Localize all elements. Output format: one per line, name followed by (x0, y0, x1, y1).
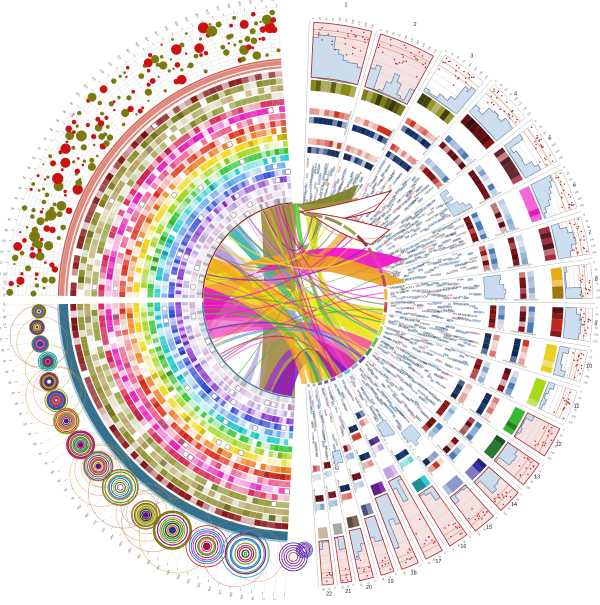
svg-text:-60%: -60% (518, 299, 525, 302)
svg-text:21: 21 (345, 589, 351, 595)
svg-text:LTSMS: LTSMS (453, 285, 462, 290)
svg-text:RAS: RAS (464, 296, 470, 300)
svg-text:11: 11 (574, 404, 580, 410)
svg-text:-20%: -20% (313, 505, 316, 512)
svg-text:ML1: ML1 (304, 183, 308, 189)
svg-text:-80%: -80% (513, 299, 520, 302)
svg-text:16: 16 (460, 544, 466, 550)
svg-text:100: 100 (596, 288, 600, 292)
svg-text:MYNTKN: MYNTKN (474, 310, 485, 315)
svg-text:10: 10 (586, 364, 592, 370)
svg-text:4: 4 (514, 92, 517, 98)
svg-text:3VHL3: 3VHL3 (474, 292, 483, 296)
svg-text:15: 15 (3, 273, 7, 277)
svg-text:-25: -25 (499, 299, 503, 302)
svg-text:11C: 11C (448, 293, 453, 297)
svg-text:3: 3 (470, 54, 473, 60)
svg-text:13: 13 (534, 475, 540, 481)
svg-text:5: 5 (548, 135, 551, 141)
svg-text:-80%: -80% (312, 488, 315, 495)
svg-text:17: 17 (435, 559, 441, 565)
svg-text:15: 15 (0, 260, 3, 264)
svg-text:10: 10 (3, 280, 7, 284)
svg-text:1FGFH1: 1FGFH1 (432, 301, 443, 305)
svg-text:15: 15 (3, 323, 7, 327)
svg-text:-40%: -40% (313, 499, 316, 506)
svg-text:200: 200 (270, 0, 274, 1)
svg-text:6: 6 (573, 183, 576, 189)
svg-text:22: 22 (326, 592, 332, 598)
svg-text:195: 195 (259, 0, 264, 3)
svg-text:15: 15 (0, 337, 3, 341)
svg-text:5: 5 (0, 315, 1, 319)
svg-text:14: 14 (511, 502, 517, 508)
svg-text:-40%: -40% (524, 299, 531, 302)
svg-text:19: 19 (388, 579, 394, 585)
svg-text:10: 10 (3, 316, 7, 320)
svg-text:-20%: -20% (529, 299, 536, 302)
svg-text:9: 9 (594, 321, 597, 327)
svg-text:20: 20 (366, 585, 372, 591)
svg-text:1: 1 (344, 3, 347, 9)
svg-text:18: 18 (411, 570, 417, 576)
svg-text:CAAKST: CAAKST (305, 157, 310, 168)
svg-text:10: 10 (0, 271, 1, 275)
svg-text:15: 15 (486, 525, 492, 531)
svg-text:10: 10 (0, 326, 1, 330)
svg-text:GRM: GRM (473, 284, 479, 288)
svg-text:MLC: MLC (313, 162, 318, 168)
svg-text:2: 2 (413, 22, 416, 28)
svg-text:8: 8 (595, 277, 598, 283)
svg-text:190: 190 (248, 0, 253, 4)
svg-text:12: 12 (556, 442, 562, 448)
svg-text:-75: -75 (488, 299, 492, 302)
svg-text:-60%: -60% (313, 494, 316, 501)
svg-text:125: 125 (596, 295, 600, 299)
svg-text:-50: -50 (494, 299, 498, 302)
svg-text:7: 7 (588, 230, 591, 236)
svg-text:KN1: KN1 (305, 172, 309, 178)
